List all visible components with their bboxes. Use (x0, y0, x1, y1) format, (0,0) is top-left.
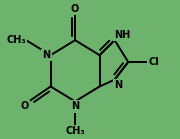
Text: CH₃: CH₃ (6, 35, 26, 45)
Text: CH₃: CH₃ (65, 126, 85, 136)
Text: NH: NH (115, 30, 131, 40)
Text: Cl: Cl (149, 57, 159, 67)
Text: O: O (71, 4, 79, 14)
Text: N: N (42, 50, 51, 60)
Text: N: N (71, 101, 79, 111)
Text: O: O (21, 101, 29, 111)
Text: N: N (115, 80, 123, 90)
